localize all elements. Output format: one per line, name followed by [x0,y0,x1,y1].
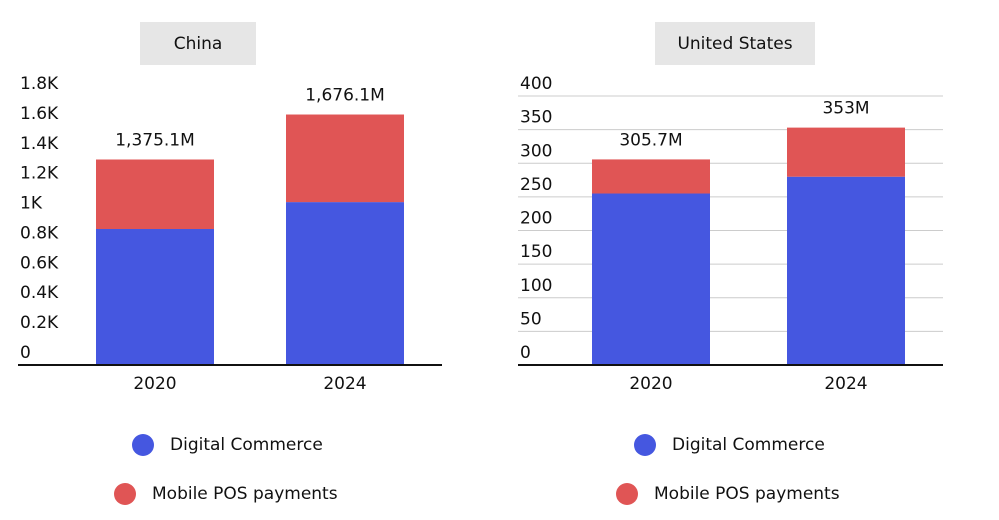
x-tick-label: 2024 [323,374,366,394]
y-tick-label: 150 [520,242,552,262]
x-tick-label: 2024 [824,374,867,394]
chart-title: United States [677,34,792,54]
y-tick-label: 200 [520,209,552,229]
title-box [140,22,256,65]
legend-swatch [634,434,656,456]
y-tick-label: 300 [520,141,552,161]
bar-segment [592,193,710,365]
legend-label: Mobile POS payments [654,484,840,504]
y-tick-label: 0 [20,343,31,363]
y-tick-label: 0.8K [20,223,59,243]
total-label: 305.7M [619,130,682,150]
bar-segment [96,229,214,365]
bar-segment [592,159,710,194]
chart-title: China [174,34,223,54]
bar-segment [787,176,905,365]
total-label: 1,375.1M [115,130,195,150]
y-tick-label: 0.2K [20,313,59,333]
legend-label: Digital Commerce [672,435,825,455]
y-tick-label: 350 [520,108,552,128]
y-tick-label: 400 [520,74,552,94]
title-box [655,22,815,65]
bar-segment [286,202,404,365]
x-tick-label: 2020 [629,374,672,394]
y-tick-label: 1.4K [20,134,59,154]
y-tick-label: 1.6K [20,104,59,124]
y-tick-label: 100 [520,276,552,296]
x-tick-label: 2020 [133,374,176,394]
total-label: 1,676.1M [305,86,385,106]
y-tick-label: 0.6K [20,253,59,273]
y-tick-label: 0.4K [20,283,59,303]
bar-segment [286,114,404,203]
legend-label: Digital Commerce [170,435,323,455]
legend-swatch [616,483,638,505]
y-tick-label: 50 [520,309,542,329]
y-tick-label: 0 [520,343,531,363]
legend-swatch [132,434,154,456]
bar-segment [787,127,905,177]
legend-swatch [114,483,136,505]
bar-segment [96,159,214,230]
legend-label: Mobile POS payments [152,484,338,504]
total-label: 353M [822,99,869,119]
y-tick-label: 250 [520,175,552,195]
y-tick-label: 1K [20,194,43,214]
y-tick-label: 1.8K [20,74,59,94]
y-tick-label: 1.2K [20,164,59,184]
